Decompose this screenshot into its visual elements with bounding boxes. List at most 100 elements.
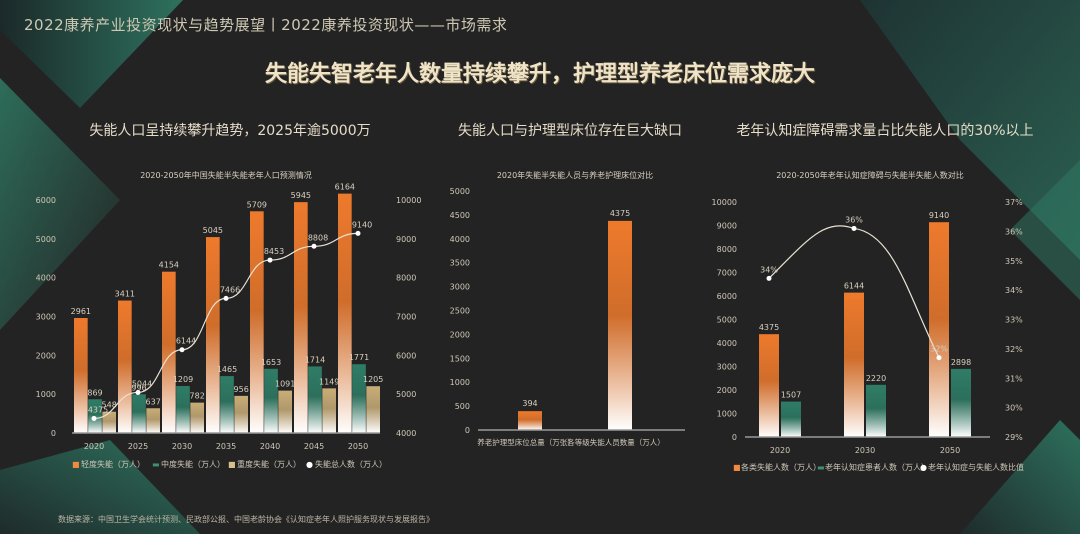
chart-disability-population: 2020-2050年中国失能半失能老年人口预测情况 0 1000 2000 3000 40… bbox=[36, 170, 422, 469]
svg-text:5000: 5000 bbox=[36, 235, 56, 244]
svg-text:失能总人数（万人）: 失能总人数（万人） bbox=[315, 459, 387, 469]
svg-text:2040: 2040 bbox=[260, 442, 280, 451]
bar bbox=[844, 292, 864, 437]
svg-text:10000: 10000 bbox=[712, 198, 737, 207]
svg-text:2045: 2045 bbox=[304, 442, 324, 451]
svg-text:8000: 8000 bbox=[717, 245, 737, 254]
svg-text:3500: 3500 bbox=[450, 259, 470, 268]
bar bbox=[74, 318, 88, 433]
svg-text:1000: 1000 bbox=[717, 410, 737, 419]
svg-text:29%: 29% bbox=[1005, 433, 1023, 442]
bar bbox=[322, 388, 336, 433]
svg-text:8808: 8808 bbox=[308, 233, 328, 242]
svg-text:2000: 2000 bbox=[450, 330, 470, 339]
breadcrumb: 2022康养产业投资现状与趋势展望丨2022康养投资现状——市场需求 bbox=[24, 16, 508, 34]
bar bbox=[366, 386, 380, 433]
svg-text:■: ■ bbox=[72, 460, 80, 469]
svg-text:36%: 36% bbox=[1005, 227, 1023, 236]
svg-text:养老护理型床位总量（万张）: 养老护理型床位总量（万张） bbox=[477, 437, 575, 447]
svg-text:6164: 6164 bbox=[335, 183, 355, 192]
svg-text:2030: 2030 bbox=[172, 442, 192, 451]
svg-text:6144: 6144 bbox=[176, 337, 196, 346]
bar bbox=[866, 384, 886, 437]
svg-text:各类失能人数（万人）: 各类失能人数（万人） bbox=[741, 462, 821, 472]
svg-text:637: 637 bbox=[146, 397, 161, 406]
svg-text:1149: 1149 bbox=[319, 377, 339, 386]
svg-text:500: 500 bbox=[455, 402, 470, 411]
svg-text:7466: 7466 bbox=[220, 285, 240, 294]
bar bbox=[264, 368, 278, 433]
svg-text:各等级失能人员数量（万人）: 各等级失能人员数量（万人） bbox=[567, 437, 665, 447]
svg-text:2025: 2025 bbox=[128, 442, 148, 451]
svg-text:2961: 2961 bbox=[71, 307, 91, 316]
svg-text:5709: 5709 bbox=[247, 200, 267, 209]
bar bbox=[102, 411, 116, 433]
svg-text:9140: 9140 bbox=[929, 211, 949, 220]
bar bbox=[132, 394, 146, 433]
section-title-2: 失能人口与护理型床位存在巨大缺口 bbox=[458, 123, 682, 139]
svg-text:5000: 5000 bbox=[450, 187, 470, 196]
bar bbox=[162, 271, 176, 433]
svg-text:4000: 4000 bbox=[396, 429, 416, 438]
svg-text:7000: 7000 bbox=[717, 269, 737, 278]
svg-text:37%: 37% bbox=[1005, 198, 1023, 207]
svg-text:3000: 3000 bbox=[450, 283, 470, 292]
svg-text:9140: 9140 bbox=[352, 220, 372, 229]
svg-text:6000: 6000 bbox=[396, 351, 416, 360]
svg-text:2500: 2500 bbox=[450, 307, 470, 316]
svg-text:6000: 6000 bbox=[36, 196, 56, 205]
svg-text:4375: 4375 bbox=[610, 209, 630, 218]
svg-text:32%: 32% bbox=[930, 345, 948, 354]
bar bbox=[929, 222, 949, 437]
svg-text:5044: 5044 bbox=[132, 379, 152, 388]
bar bbox=[88, 399, 102, 433]
bar bbox=[608, 220, 632, 430]
bar bbox=[294, 202, 308, 433]
chart-dementia-ratio: 2020-2050年老年认知症障碍与失能半失能人数对比 0 1000 2000 3000… bbox=[712, 170, 1024, 472]
bar bbox=[338, 193, 352, 433]
data-source-note: 数据来源：中国卫生学会统计预测、民政部公报、中国老龄协会《认知症老年人照护服务现… bbox=[58, 515, 434, 524]
svg-text:4375: 4375 bbox=[88, 405, 108, 414]
svg-text:4000: 4000 bbox=[717, 339, 737, 348]
bar bbox=[278, 390, 292, 433]
bar bbox=[220, 376, 234, 433]
bar bbox=[206, 237, 220, 433]
svg-text:0: 0 bbox=[732, 433, 737, 442]
chart-beds-vs-disabled: 2020年失能半失能人员与养老护理床位对比 0 500 1000 1500 2000 250… bbox=[450, 170, 685, 447]
svg-text:3411: 3411 bbox=[115, 290, 135, 299]
svg-text:9000: 9000 bbox=[717, 222, 737, 231]
svg-text:869: 869 bbox=[87, 388, 102, 397]
svg-text:2020-2050年老年认知症障碍与失能半失能人数对比: 2020-2050年老年认知症障碍与失能半失能人数对比 bbox=[776, 170, 964, 180]
section-title-3: 老年认知症障碍需求量占比失能人口的30%以上 bbox=[736, 123, 1034, 139]
svg-text:1500: 1500 bbox=[450, 354, 470, 363]
svg-text:▬: ▬ bbox=[152, 460, 160, 469]
svg-text:轻度失能（万人）: 轻度失能（万人） bbox=[81, 459, 145, 469]
svg-text:2020年失能半失能人员与养老护理床位对比: 2020年失能半失能人员与养老护理床位对比 bbox=[497, 170, 653, 180]
svg-text:10000: 10000 bbox=[396, 196, 421, 205]
svg-text:1771: 1771 bbox=[349, 353, 369, 362]
svg-text:9000: 9000 bbox=[396, 235, 416, 244]
bar bbox=[759, 334, 779, 437]
svg-text:2898: 2898 bbox=[951, 358, 971, 367]
svg-text:36%: 36% bbox=[845, 215, 863, 224]
svg-text:5000: 5000 bbox=[396, 390, 416, 399]
svg-text:31%: 31% bbox=[1005, 374, 1023, 383]
svg-text:4000: 4000 bbox=[450, 235, 470, 244]
svg-text:4154: 4154 bbox=[159, 261, 179, 270]
svg-text:▬: ▬ bbox=[817, 463, 825, 472]
svg-text:7000: 7000 bbox=[396, 313, 416, 322]
svg-text:1465: 1465 bbox=[217, 365, 237, 374]
bar bbox=[781, 401, 801, 437]
svg-text:996: 996 bbox=[131, 383, 146, 392]
svg-text:8000: 8000 bbox=[396, 274, 416, 283]
svg-text:1209: 1209 bbox=[173, 375, 193, 384]
svg-text:2035: 2035 bbox=[216, 442, 236, 451]
svg-text:●: ● bbox=[920, 463, 927, 472]
svg-text:2050: 2050 bbox=[940, 446, 960, 455]
svg-text:6000: 6000 bbox=[717, 292, 737, 301]
svg-text:8453: 8453 bbox=[264, 247, 284, 256]
svg-text:老年认知症患者人数（万人）: 老年认知症患者人数（万人） bbox=[825, 462, 929, 472]
section-title-1: 失能人口呈持续攀升趋势，2025年逾5000万 bbox=[89, 123, 371, 139]
chart-title: 2020-2050年中国失能半失能老年人口预测情况 bbox=[140, 170, 312, 180]
bar bbox=[234, 395, 248, 433]
